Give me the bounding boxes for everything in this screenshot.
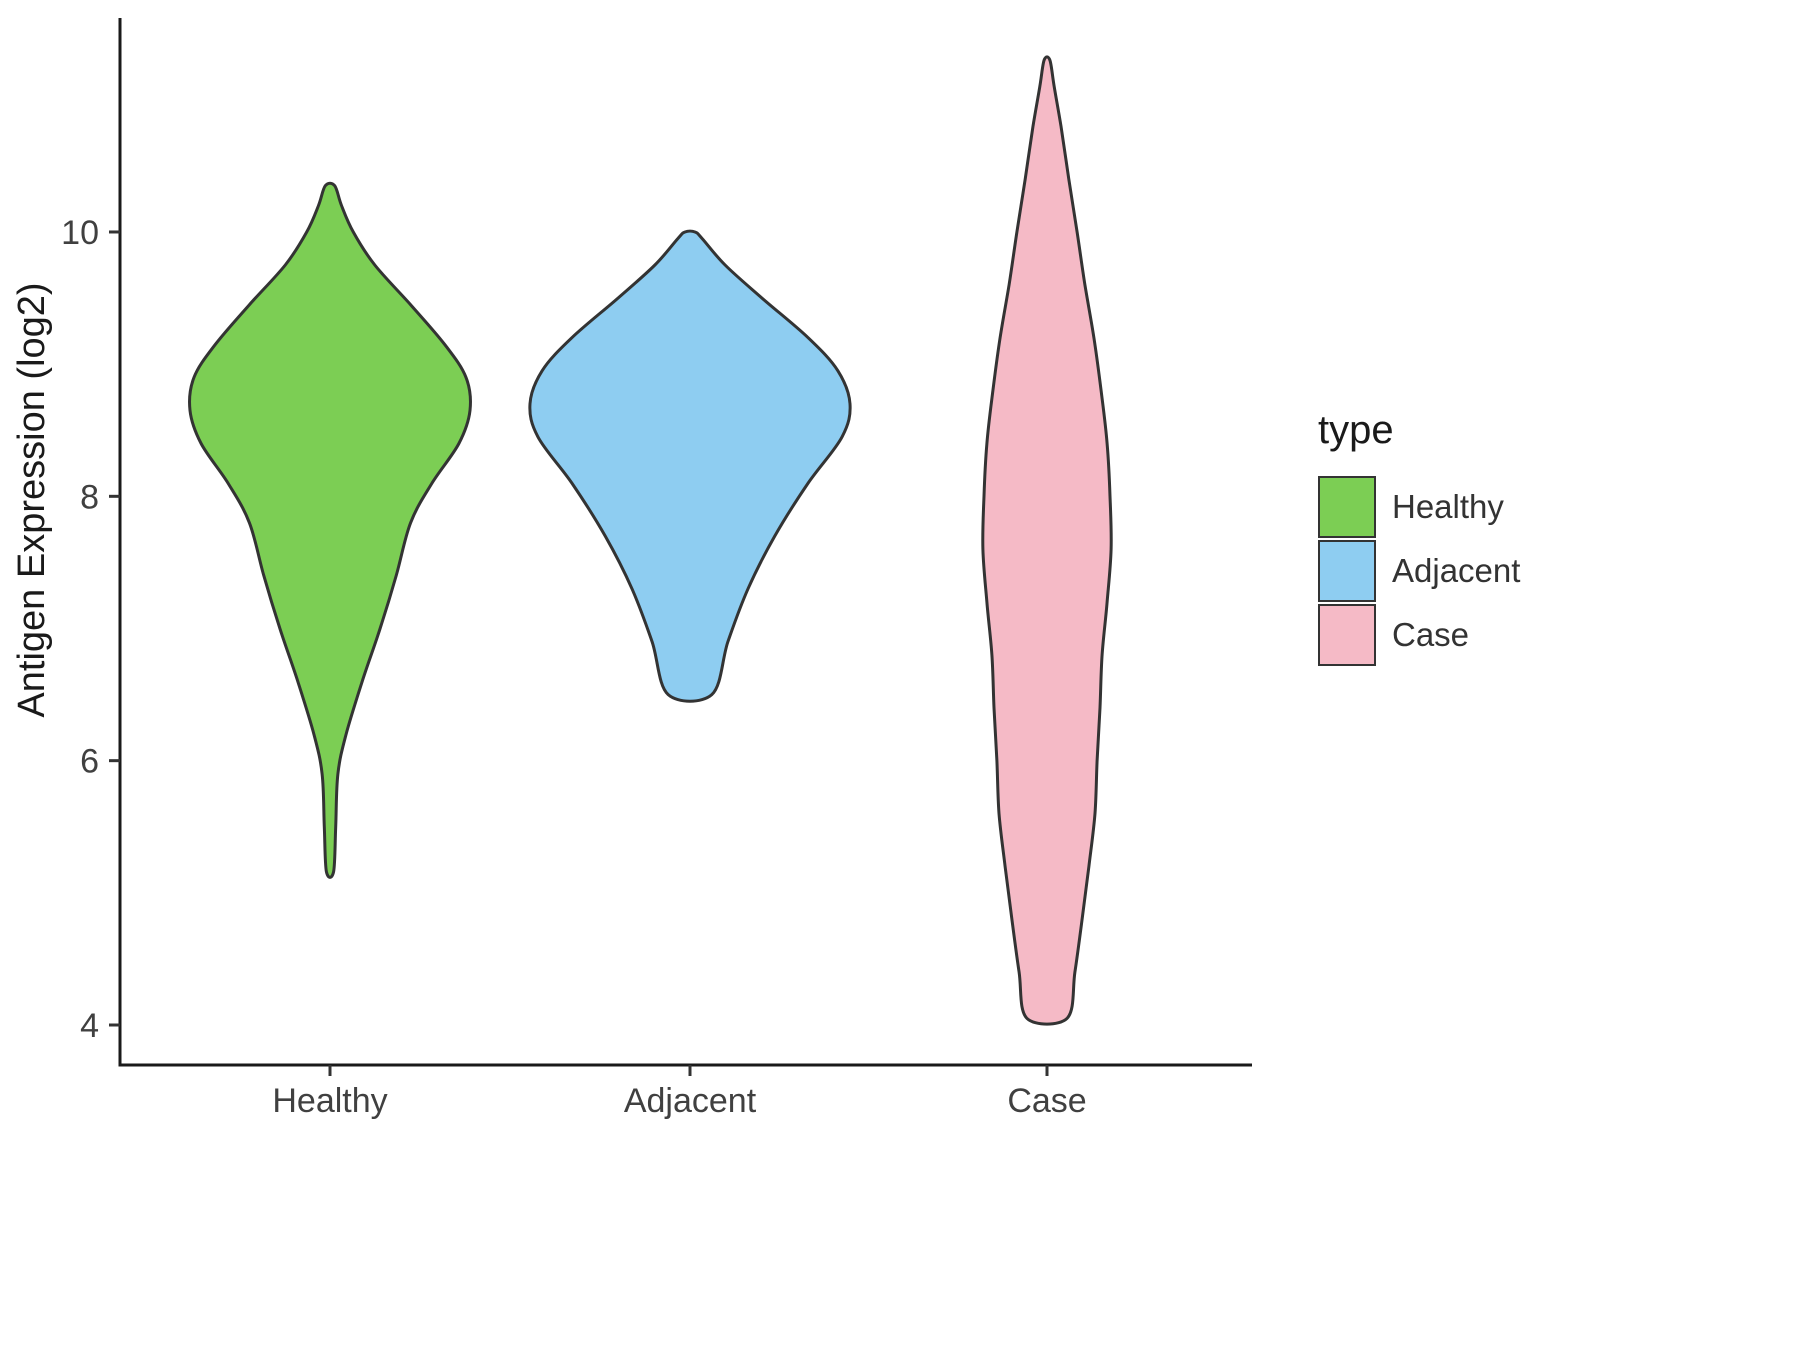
y-tick-label: 8	[80, 478, 99, 516]
legend-key-adjacent-swatch	[1318, 540, 1376, 602]
x-tick-label-case: Case	[1007, 1082, 1086, 1120]
legend-key-case-swatch	[1318, 604, 1376, 666]
violin-adjacent	[528, 229, 852, 703]
violin-case	[981, 55, 1113, 1026]
legend-title: type	[1318, 408, 1394, 452]
x-tick-label-adjacent: Adjacent	[624, 1082, 757, 1120]
violin-healthy	[188, 181, 472, 879]
legend-label-adjacent: Adjacent	[1392, 552, 1521, 589]
legend-label-case: Case	[1392, 616, 1470, 653]
legend-label-healthy: Healthy	[1392, 488, 1504, 525]
legend-item-adjacent: Adjacent	[1318, 539, 1520, 603]
violins-group	[188, 55, 1113, 1026]
y-tick-label: 4	[80, 1007, 99, 1045]
y-axis-title: Antigen Expression (log2)	[11, 282, 53, 717]
legend: type Healthy Adjacent Case	[1318, 408, 1520, 667]
y-tick-label: 6	[80, 743, 99, 781]
legend-item-healthy: Healthy	[1318, 475, 1520, 539]
y-axis-ticks: 4 6 8 10	[61, 214, 120, 1045]
y-tick-label: 10	[61, 214, 99, 252]
x-tick-label-healthy: Healthy	[272, 1082, 387, 1120]
legend-item-case: Case	[1318, 603, 1520, 667]
x-axis-ticks: Healthy Adjacent Case	[272, 1065, 1087, 1120]
legend-key-healthy-swatch	[1318, 476, 1376, 538]
